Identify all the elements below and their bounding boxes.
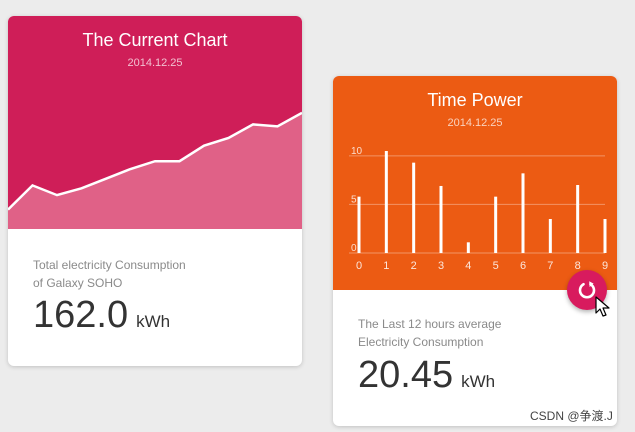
bar [576, 185, 580, 253]
time-power-card: 0 5 10 0 1 2 3 4 5 6 7 8 9 Time Power 2014.12.25 Th… [333, 76, 617, 426]
description-line-1: The Last 12 hours average [358, 317, 502, 331]
bar [548, 219, 552, 253]
chart-background [333, 76, 617, 290]
consumption-unit: kWh [136, 312, 171, 331]
bar [439, 185, 443, 253]
bars [357, 151, 607, 253]
x-tick-label: 9 [602, 260, 608, 272]
card-date: 2014.12.25 [127, 57, 183, 69]
x-tick-label: 6 [520, 260, 526, 272]
description-line-2: Electricity Consumption [358, 335, 484, 349]
y-tick-label: 5 [351, 194, 357, 205]
description-line-2: of Galaxy SOHO [33, 276, 123, 290]
card-date: 2014.12.25 [447, 117, 503, 129]
x-tick-label: 3 [438, 260, 444, 272]
area-fill [8, 112, 302, 229]
x-tick-label: 5 [493, 260, 499, 272]
current-area-chart [8, 16, 302, 229]
area-line [8, 111, 302, 211]
card-description: Total electricity Consumption of Galaxy … [33, 256, 186, 292]
watermark: CSDN @争渡.J [530, 409, 613, 423]
bar [494, 196, 498, 253]
consumption-value: 162.0 [33, 294, 129, 336]
gridlines [349, 155, 605, 254]
x-tick-label: 7 [547, 260, 553, 272]
bar [384, 151, 388, 253]
bar [412, 162, 416, 253]
card-title: The Current Chart [82, 30, 228, 50]
time-power-bar-chart: 0 5 10 0 1 2 3 4 5 6 7 8 9 [333, 76, 617, 290]
bar [357, 196, 361, 253]
average-unit: kWh [461, 372, 496, 391]
card-title: Time Power [427, 90, 523, 110]
average-value-row: 20.45 kWh [358, 354, 495, 397]
refresh-icon [578, 281, 596, 299]
current-chart-header: The Current Chart 2014.12.25 [8, 16, 302, 229]
time-power-header: 0 5 10 0 1 2 3 4 5 6 7 8 9 Time Power 2014.12.25 [333, 76, 617, 290]
description-line-1: Total electricity Consumption [33, 258, 186, 272]
x-axis-ticks: 0 1 2 3 4 5 6 7 8 9 [356, 260, 608, 272]
mouse-cursor-icon [595, 296, 610, 317]
x-tick-label: 0 [356, 260, 362, 272]
x-tick-label: 2 [411, 260, 417, 272]
x-tick-label: 1 [383, 260, 389, 272]
bar [521, 173, 525, 253]
current-chart-card: The Current Chart 2014.12.25 Total elect… [8, 16, 302, 366]
bar [603, 219, 607, 253]
x-tick-label: 4 [465, 260, 471, 272]
consumption-value-row: 162.0 kWh [33, 294, 170, 337]
card-description: The Last 12 hours average Electricity Co… [358, 315, 501, 351]
bar [466, 242, 470, 253]
y-tick-label: 0 [351, 243, 357, 254]
y-axis-ticks: 0 5 10 [351, 146, 363, 254]
y-tick-label: 10 [351, 146, 363, 157]
average-value: 20.45 [358, 354, 454, 396]
x-tick-label: 8 [575, 260, 581, 272]
